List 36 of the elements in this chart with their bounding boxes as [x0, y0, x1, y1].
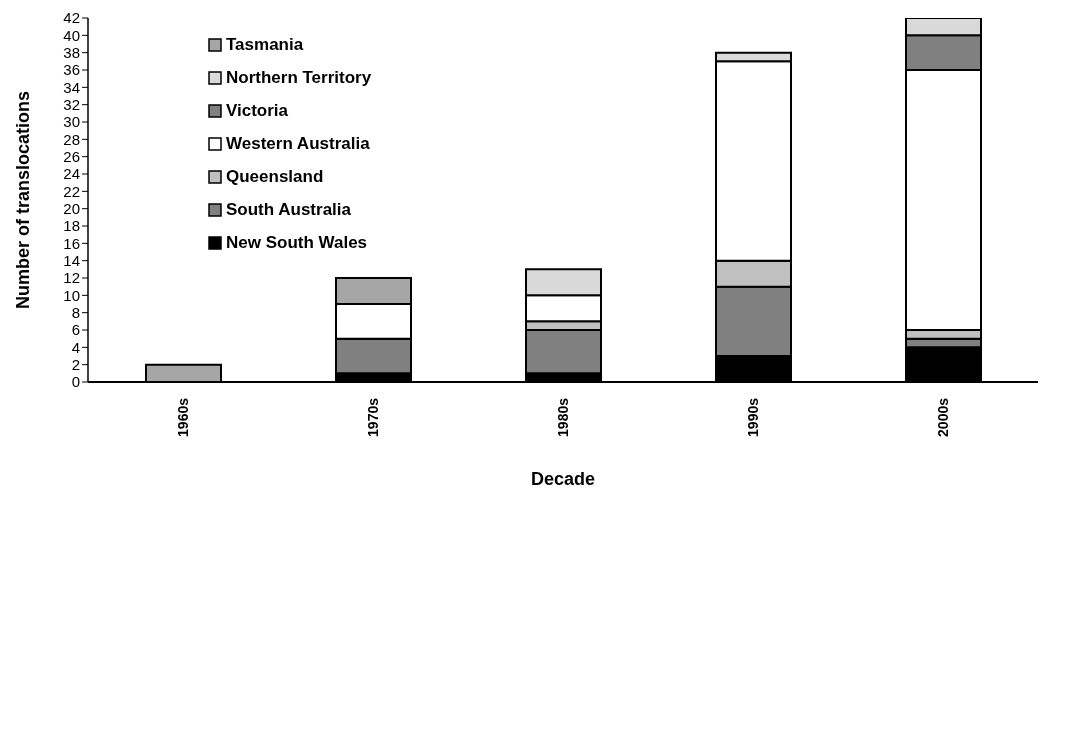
y-tick-label: 22: [63, 182, 80, 200]
y-tick-label: 28: [63, 130, 80, 148]
x-tick-label: 1970s: [365, 397, 381, 437]
y-tick-label: 16: [63, 234, 80, 252]
y-tick-label: 20: [63, 199, 80, 217]
legend-label: Victoria: [226, 100, 289, 121]
legend-label: New South Wales: [226, 232, 368, 253]
y-tick-label: 42: [63, 9, 80, 27]
y-tick-label: 14: [63, 251, 80, 269]
legend-label: Tasmania: [226, 34, 304, 55]
y-tick-label: 4: [71, 338, 80, 356]
y-tick-label: 36: [63, 61, 80, 79]
y-tick-label: 26: [63, 147, 80, 165]
y-tick-label: 40: [63, 26, 80, 44]
legend-label: Northern Territory: [226, 67, 372, 88]
y-axis-title: Number of translocations: [13, 90, 34, 310]
y-tick-label: 0: [71, 373, 80, 391]
x-axis-title: Decade: [530, 468, 596, 489]
legend-label: Western Australia: [226, 133, 370, 154]
y-tick-label: 18: [63, 217, 80, 235]
y-tick-label: 24: [63, 165, 80, 183]
x-tick-label: 1990s: [745, 397, 761, 437]
y-tick-label: 10: [63, 286, 80, 304]
legend-label: Queensland: [226, 166, 324, 187]
x-tick-label: 2000s: [935, 397, 951, 437]
y-tick-label: 38: [63, 43, 80, 61]
x-tick-label: 1980s: [555, 397, 571, 437]
y-tick-label: 30: [63, 113, 80, 131]
y-tick-label: 32: [63, 95, 80, 113]
y-tick-label: 34: [63, 78, 80, 96]
y-tick-label: 6: [71, 321, 80, 339]
y-tick-label: 2: [71, 355, 80, 373]
y-tick-label: 8: [71, 303, 80, 321]
y-tick-label: 12: [63, 269, 80, 287]
x-tick-label: 1960s: [175, 397, 191, 437]
legend-label: South Australia: [226, 199, 351, 220]
